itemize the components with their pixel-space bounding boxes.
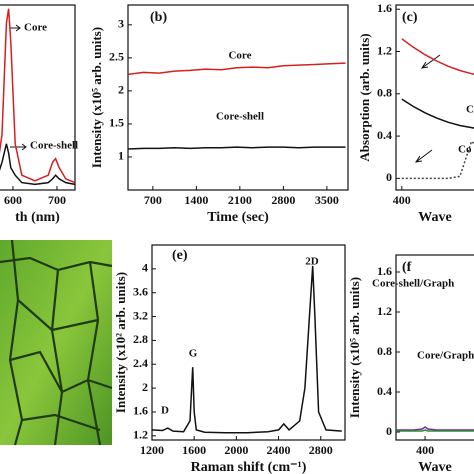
x-tick-label: 3500 <box>315 193 339 207</box>
y-tick-label: 0.8 <box>377 344 392 358</box>
series-line <box>401 38 474 75</box>
panel-label: (b) <box>150 10 167 25</box>
series-line <box>0 143 76 186</box>
y-tick-label: 0.8 <box>377 86 392 100</box>
series-line <box>401 98 474 129</box>
y-tick-label: 2.5 <box>109 50 124 64</box>
y-tick-label: 3 <box>118 17 124 31</box>
series-line <box>151 265 342 434</box>
x-axis-label: Raman shift (cm⁻¹) <box>191 460 307 474</box>
sem-image <box>0 239 113 446</box>
y-axis-label: Absorption (arb. units) <box>357 33 372 161</box>
y-tick-label: 1.5 <box>109 116 124 130</box>
series-line <box>396 426 474 431</box>
y-tick-label: 4 <box>142 261 148 275</box>
plot-frame <box>151 244 346 441</box>
annotation: C <box>466 104 474 116</box>
panel-label: (f <box>402 260 412 275</box>
y-tick-label: 1.2 <box>377 43 392 57</box>
x-tick-label: 1200 <box>140 443 164 457</box>
plot-frame <box>395 254 474 441</box>
x-tick-label: 700 <box>48 193 66 207</box>
y-tick-label: 0.4 <box>377 128 392 142</box>
y-tick-label: 2 <box>142 380 148 394</box>
y-tick-label: 0.4 <box>377 384 392 398</box>
x-tick-label: 2800 <box>309 443 333 457</box>
x-tick-label: 1400 <box>184 193 208 207</box>
y-tick-label: 1.6 <box>377 1 392 15</box>
annotation: Core <box>24 22 47 34</box>
x-tick-label: 2400 <box>267 443 291 457</box>
x-axis-label: Wave <box>418 210 451 225</box>
series-line <box>0 8 76 184</box>
series-line <box>127 146 346 150</box>
x-tick-label: 600 <box>4 193 22 207</box>
x-tick-label: 2100 <box>228 193 252 207</box>
series-line <box>127 62 346 76</box>
annotation: Core-shell <box>30 140 78 152</box>
y-axis-label: Intensity (x10⁵ arb. units) <box>347 277 362 418</box>
x-axis-label: Wave <box>418 460 451 474</box>
x-axis-label: Time (sec) <box>207 210 269 225</box>
y-tick-label: 1.6 <box>377 264 392 278</box>
arrows <box>10 24 441 163</box>
y-tick-label: 0 <box>386 424 392 438</box>
plot-frame <box>127 4 349 191</box>
plot-frame <box>395 4 474 191</box>
x-tick-label: 700 <box>144 193 162 207</box>
annotation: D <box>161 405 169 417</box>
x-axis-label: th (nm) <box>15 210 60 225</box>
y-tick-label: 2.8 <box>133 332 148 346</box>
y-axis-label: Intensity (x10² arb. units) <box>113 272 128 413</box>
annotation: Core/Graphe <box>417 350 474 362</box>
y-tick-label: 3.2 <box>133 308 148 322</box>
annotation: Core <box>228 50 251 62</box>
plot-frame <box>0 4 76 191</box>
y-tick-label: 1.2 <box>377 304 392 318</box>
y-tick-label: 1 <box>118 149 124 163</box>
y-tick-label: 2.4 <box>133 356 148 370</box>
x-tick-label: 400 <box>393 193 411 207</box>
y-tick-label: 2 <box>118 83 124 97</box>
annotation: 2D <box>305 256 319 268</box>
panel-label: (e) <box>172 248 188 263</box>
y-axis-label: Intensity (x10⁵ arb. units) <box>89 27 104 168</box>
x-tick-label: 1600 <box>182 443 206 457</box>
y-tick-label: 3.6 <box>133 284 148 298</box>
panel-label: (c) <box>402 10 418 25</box>
annotation: Core-shell/Graph <box>372 278 454 290</box>
y-tick-label: 1.6 <box>133 404 148 418</box>
annotation: G <box>189 348 198 360</box>
annotation: Co <box>458 144 472 156</box>
x-tick-label: 2800 <box>271 193 295 207</box>
y-tick-label: 1.2 <box>133 428 148 442</box>
x-tick-label: 2000 <box>224 443 248 457</box>
series-line <box>396 429 474 432</box>
y-tick-label: 0 <box>386 170 392 184</box>
annotation: Core-shell <box>216 111 264 123</box>
x-tick-label: 400 <box>416 443 434 457</box>
